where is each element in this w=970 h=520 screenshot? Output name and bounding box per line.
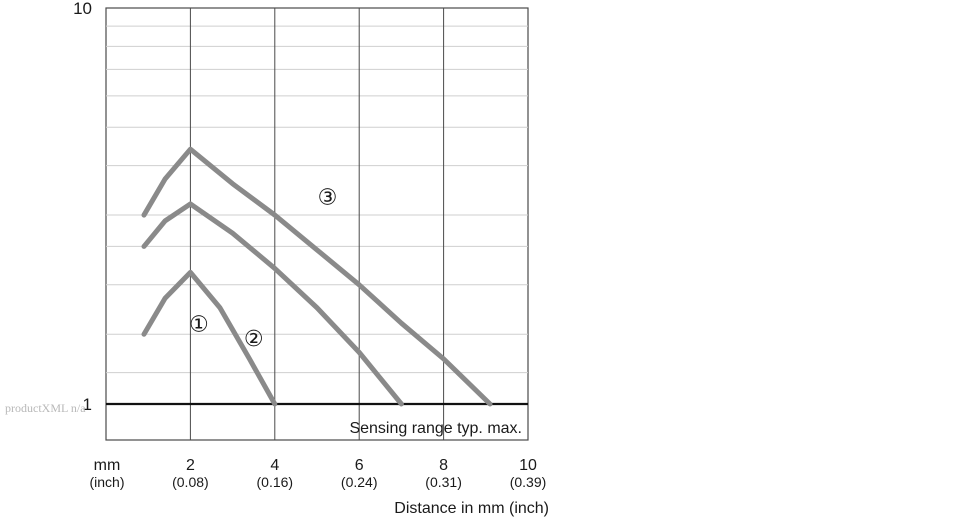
x-tick-label-mm: 10	[519, 457, 537, 474]
y-tick-label: 10	[73, 0, 92, 18]
labels: ①②③2(0.08)4(0.16)6(0.24)8(0.31)10(0.39)1…	[73, 0, 546, 490]
series-marker-3: ③	[318, 186, 338, 211]
series-line-1	[141, 269, 278, 407]
x-tick-label-inch: (0.39)	[510, 474, 547, 490]
curves	[141, 146, 493, 407]
sensing-range-annotation: Sensing range typ. max.	[349, 420, 522, 437]
y-tick-label: 1	[83, 395, 92, 414]
x-tick-label-inch: (0.16)	[257, 474, 294, 490]
x-tick-label-inch: (0.24)	[341, 474, 378, 490]
x-tick-label-mm: 4	[270, 457, 279, 474]
series-marker-1: ①	[189, 312, 209, 337]
series-line-3	[141, 146, 493, 407]
x-tick-label-inch: (0.08)	[172, 474, 209, 490]
x-tick-label-mm: 2	[186, 457, 195, 474]
series-line-2	[141, 201, 404, 407]
series-marker-2: ②	[244, 327, 264, 352]
x-axis-title: Distance in mm (inch)	[394, 500, 549, 517]
x-unit-mm-label: mm	[94, 457, 121, 474]
watermark: productXML n/a	[5, 401, 86, 415]
x-unit-inch-label: (inch)	[89, 474, 124, 490]
x-tick-label-mm: 8	[439, 457, 448, 474]
grid	[105, 7, 529, 441]
x-tick-label-inch: (0.31)	[425, 474, 462, 490]
x-tick-label-mm: 6	[355, 457, 364, 474]
plot-frame	[105, 7, 529, 441]
